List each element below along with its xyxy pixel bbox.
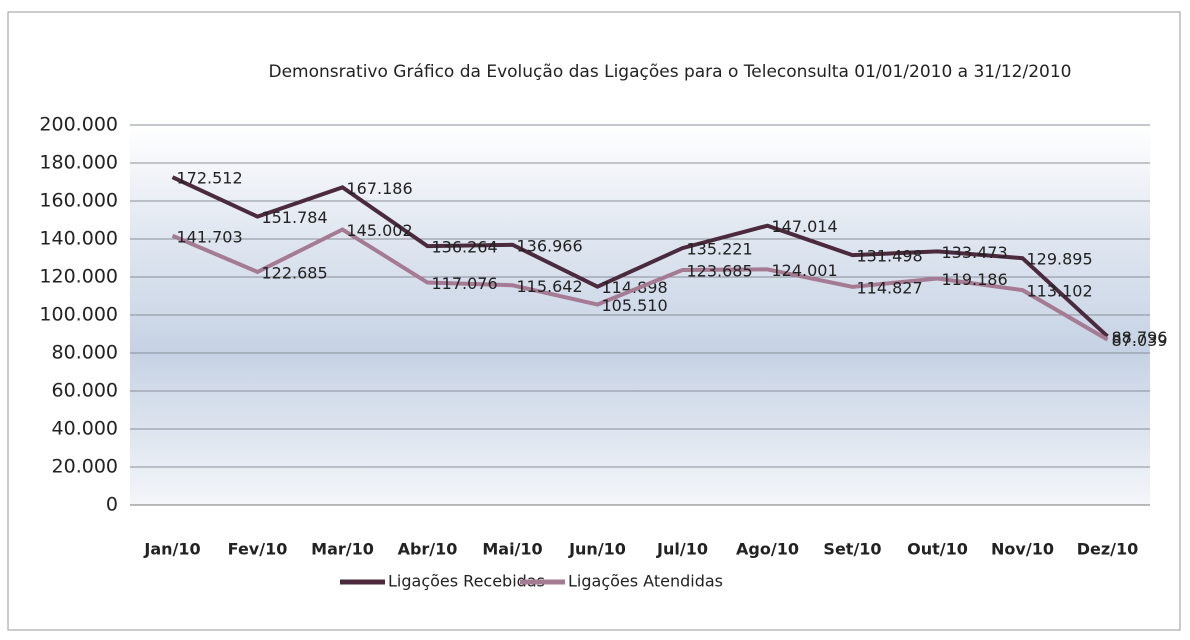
data-label: 167.186 bbox=[347, 179, 413, 198]
data-label: 129.895 bbox=[1027, 250, 1093, 269]
x-tick-label: Mai/10 bbox=[482, 540, 542, 559]
y-tick-label: 120.000 bbox=[39, 266, 118, 288]
y-tick-label: 100.000 bbox=[39, 304, 118, 326]
legend-label: Ligações Recebidas bbox=[388, 572, 545, 591]
data-label: 145.002 bbox=[347, 221, 413, 240]
y-tick-label: 20.000 bbox=[52, 456, 118, 478]
chart-title: Demonsrativo Gráfico da Evolução das Lig… bbox=[269, 62, 1072, 82]
x-tick-label: Jan/10 bbox=[143, 540, 200, 559]
y-tick-label: 60.000 bbox=[52, 380, 118, 402]
x-tick-label: Fev/10 bbox=[228, 540, 288, 559]
x-tick-label: Set/10 bbox=[823, 540, 881, 559]
data-label: 105.510 bbox=[602, 296, 668, 315]
x-tick-label: Nov/10 bbox=[991, 540, 1054, 559]
line-series bbox=[171, 175, 1109, 338]
legend-label: Ligações Atendidas bbox=[568, 572, 723, 591]
data-label: 136.966 bbox=[517, 236, 583, 255]
data-label: 113.102 bbox=[1027, 282, 1093, 301]
data-label: 133.473 bbox=[942, 243, 1008, 262]
data-label: 124.001 bbox=[772, 261, 838, 280]
data-label: 151.784 bbox=[262, 208, 328, 227]
x-tick-label: Dez/10 bbox=[1077, 540, 1139, 559]
data-label: 123.685 bbox=[687, 261, 753, 280]
line-series bbox=[171, 227, 1109, 342]
data-label: 119.186 bbox=[942, 270, 1008, 289]
x-tick-label: Out/10 bbox=[907, 540, 968, 559]
data-label: 88.796 bbox=[1112, 328, 1168, 347]
data-label: 122.685 bbox=[262, 263, 328, 282]
data-label: 135.221 bbox=[687, 240, 753, 259]
y-tick-label: 140.000 bbox=[39, 228, 118, 250]
data-label: 131.498 bbox=[857, 247, 923, 266]
data-label: 115.642 bbox=[517, 277, 583, 296]
y-tick-label: 160.000 bbox=[39, 190, 118, 212]
x-tick-label: Mar/10 bbox=[311, 540, 374, 559]
x-tick-label: Ago/10 bbox=[736, 540, 799, 559]
x-tick-label: Jul/10 bbox=[656, 540, 708, 559]
data-label: 87.039 bbox=[1112, 331, 1168, 350]
y-tick-label: 180.000 bbox=[39, 152, 118, 174]
y-tick-label: 200.000 bbox=[39, 114, 118, 136]
y-tick-label: 40.000 bbox=[52, 418, 118, 440]
data-label: 114.827 bbox=[857, 278, 923, 297]
y-tick-label: 0 bbox=[106, 494, 118, 516]
data-label: 147.014 bbox=[772, 217, 838, 236]
data-label: 172.512 bbox=[177, 169, 243, 188]
data-label: 136.264 bbox=[432, 238, 498, 257]
x-tick-label: Jun/10 bbox=[568, 540, 626, 559]
x-tick-label: Abr/10 bbox=[398, 540, 458, 559]
data-label: 141.703 bbox=[177, 227, 243, 246]
data-label: 117.076 bbox=[432, 274, 498, 293]
y-tick-label: 80.000 bbox=[52, 342, 118, 364]
